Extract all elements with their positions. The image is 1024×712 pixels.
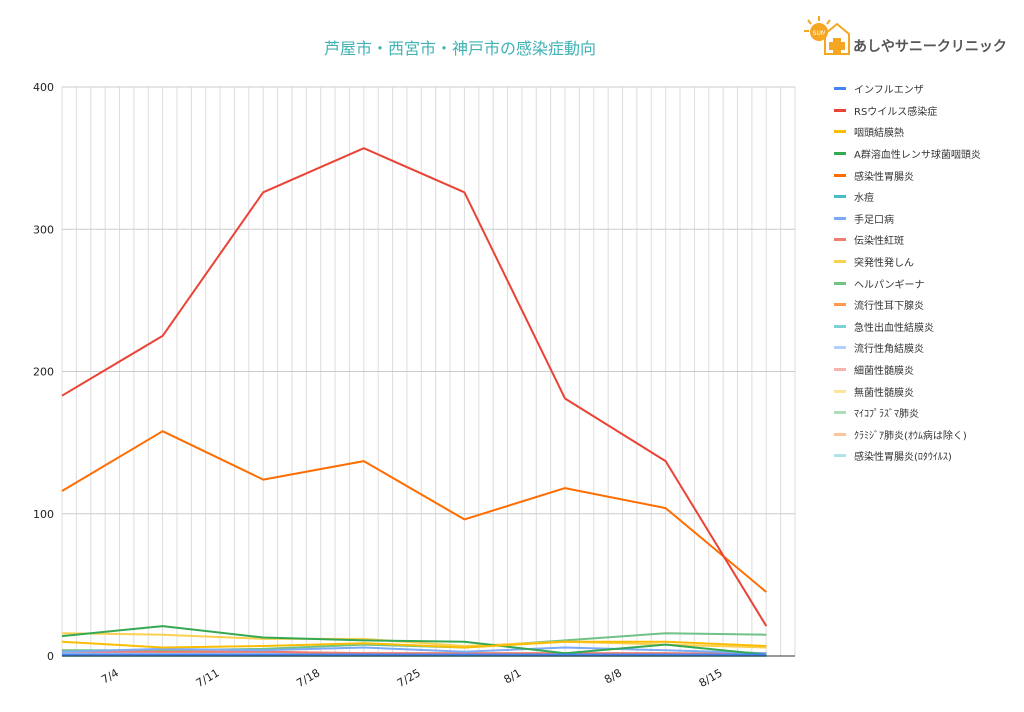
- x-tick-label: 7/4: [99, 666, 121, 686]
- legend-item: ﾏｲｺﾌﾟﾗｽﾞﾏ肺炎: [834, 402, 981, 424]
- legend-swatch: [834, 324, 846, 328]
- legend-swatch: [834, 454, 846, 458]
- series-line: [61, 632, 767, 649]
- legend-item: 細菌性髄膜炎: [834, 359, 981, 381]
- legend-label: 流行性角結膜炎: [854, 344, 924, 356]
- legend-swatch: [834, 195, 846, 199]
- legend-label: 流行性耳下腺炎: [854, 301, 924, 313]
- legend-item: ｸﾗﾐｼﾞｱ肺炎(ｵｳﾑ病は除く): [834, 424, 981, 446]
- legend-item: 感染性胃腸炎(ﾛﾀｳｲﾙｽ): [834, 445, 981, 467]
- legend-swatch: [834, 368, 846, 372]
- x-tick-label: 7/25: [395, 666, 423, 690]
- legend-item: 手足口病: [834, 208, 981, 230]
- legend-item: RSウイルス感染症: [834, 100, 981, 122]
- legend-label: 伝染性紅斑: [854, 236, 904, 248]
- legend-label: 無菌性髄膜炎: [854, 387, 914, 399]
- legend-label: A群溶血性レンサ球菌咽頭炎: [854, 150, 981, 162]
- legend-item: 無菌性髄膜炎: [834, 380, 981, 402]
- legend-swatch: [834, 389, 846, 393]
- legend-label: 感染性胃腸炎: [854, 171, 914, 183]
- legend-swatch: [834, 130, 846, 134]
- legend-item: 流行性角結膜炎: [834, 337, 981, 359]
- legend-swatch: [834, 238, 846, 242]
- series-line: [61, 430, 767, 593]
- legend-label: RSウイルス感染症: [854, 106, 938, 118]
- legend-item: 咽頭結膜熱: [834, 121, 981, 143]
- legend-item: A群溶血性レンサ球菌咽頭炎: [834, 143, 981, 165]
- legend-item: 感染性胃腸炎: [834, 164, 981, 186]
- legend-label: ｸﾗﾐｼﾞｱ肺炎(ｵｳﾑ病は除く): [854, 430, 967, 442]
- x-tick-label: 8/1: [502, 666, 524, 686]
- chart-title: 芦屋市・西宮市・神戸市の感染症動向: [323, 39, 596, 58]
- series-line: [61, 640, 767, 649]
- legend-item: ヘルパンギーナ: [834, 272, 981, 294]
- legend-item: インフルエンザ: [834, 78, 981, 100]
- y-tick-label: 100: [33, 508, 54, 521]
- clinic-name: あしやサニークリニック: [853, 39, 1007, 55]
- legend-swatch: [834, 346, 846, 350]
- horizontal-gridlines: [62, 86, 795, 515]
- series-line: [61, 625, 767, 656]
- series-lines: [61, 147, 768, 657]
- x-tick-label: 7/11: [194, 666, 222, 690]
- series-line: [62, 650, 767, 655]
- y-axis-tick-labels: 0 100 200 300 400: [33, 81, 54, 663]
- legend-label: 突発性発しん: [854, 258, 914, 270]
- sun-house-cross-icon: SUN: [804, 16, 850, 55]
- y-tick-label: 300: [33, 223, 54, 236]
- legend-swatch: [834, 432, 846, 436]
- legend-item: 流行性耳下腺炎: [834, 294, 981, 316]
- series-line: [61, 646, 767, 655]
- clinic-logo: SUN あしやサニークリニック: [803, 14, 1018, 64]
- legend-swatch: [834, 87, 846, 91]
- legend-label: 感染性胃腸炎(ﾛﾀｳｲﾙｽ): [854, 452, 952, 464]
- legend-swatch: [834, 411, 846, 415]
- legend-label: ﾏｲｺﾌﾟﾗｽﾞﾏ肺炎: [854, 409, 919, 421]
- x-axis-tick-labels: 7/4 7/11 7/18 7/25 8/1 8/8 8/15: [99, 666, 724, 690]
- legend-item: 伝染性紅斑: [834, 229, 981, 251]
- legend-swatch: [834, 108, 846, 112]
- legend-label: 急性出血性結膜炎: [854, 322, 934, 334]
- y-tick-label: 200: [33, 366, 54, 379]
- legend-label: 咽頭結膜熱: [854, 128, 904, 140]
- y-tick-label: 400: [33, 81, 54, 94]
- legend-label: ヘルパンギーナ: [854, 279, 925, 291]
- legend-swatch: [834, 152, 846, 156]
- legend-swatch: [834, 303, 846, 307]
- y-tick-label: 0: [47, 650, 54, 663]
- legend-item: 突発性発しん: [834, 251, 981, 273]
- legend-label: インフルエンザ: [854, 85, 924, 97]
- x-tick-label: 8/15: [697, 666, 725, 690]
- series-line: [61, 147, 768, 627]
- logo-badge-text: SUN: [813, 30, 826, 37]
- legend-swatch: [834, 260, 846, 264]
- legend-swatch: [834, 281, 846, 285]
- legend-label: 細菌性髄膜炎: [854, 366, 914, 378]
- legend-label: 水痘: [854, 193, 874, 205]
- legend-label: 手足口病: [854, 214, 894, 226]
- legend-item: 急性出血性結膜炎: [834, 316, 981, 338]
- chart-legend: インフルエンザ RSウイルス感染症 咽頭結膜熱 A群溶血性レンサ球菌咽頭炎 感染性胃腸炎…: [834, 78, 981, 467]
- x-tick-label: 7/18: [294, 666, 322, 690]
- x-tick-label: 8/8: [602, 666, 624, 686]
- legend-swatch: [834, 216, 846, 220]
- legend-swatch: [834, 173, 846, 177]
- legend-item: 水痘: [834, 186, 981, 208]
